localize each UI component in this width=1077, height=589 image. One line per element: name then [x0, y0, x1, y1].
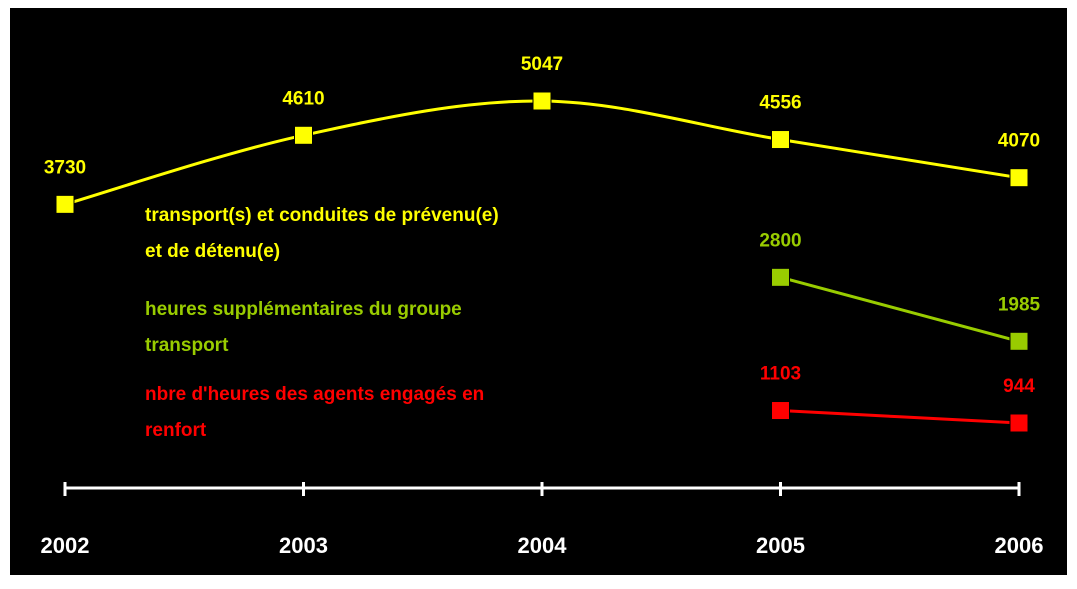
- marker: [771, 130, 790, 150]
- x-tick-label: 2005: [756, 533, 805, 558]
- x-tick-label: 2006: [995, 533, 1044, 558]
- marker: [771, 267, 790, 287]
- x-tick-label: 2004: [518, 533, 568, 558]
- marker: [1009, 413, 1029, 433]
- x-tick-label: 2003: [279, 533, 328, 558]
- marker: [532, 91, 552, 111]
- data-label: 5047: [521, 54, 563, 75]
- marker: [771, 401, 790, 421]
- legend-entry: transport(s) et conduites de prévenu(e) …: [145, 205, 499, 262]
- data-label: 4610: [282, 88, 324, 109]
- data-label: 1985: [998, 294, 1041, 315]
- legend-entry: nbre d'heures des agents engagés en renf…: [145, 384, 485, 441]
- marker: [55, 194, 75, 214]
- series-line: [780, 409, 1020, 425]
- data-label: 1103: [760, 364, 801, 385]
- data-label: 4556: [759, 93, 801, 114]
- data-label: 944: [1003, 376, 1035, 397]
- marker: [294, 125, 313, 145]
- marker: [1009, 331, 1029, 351]
- data-label: 4070: [998, 131, 1040, 152]
- data-label: 2800: [759, 230, 801, 251]
- series-line: [780, 275, 1020, 343]
- legend-entry: heures supplémentaires du groupe transpo…: [145, 299, 462, 356]
- marker: [1009, 168, 1029, 188]
- x-tick-label: 2002: [41, 533, 90, 558]
- data-label: 3730: [44, 157, 86, 178]
